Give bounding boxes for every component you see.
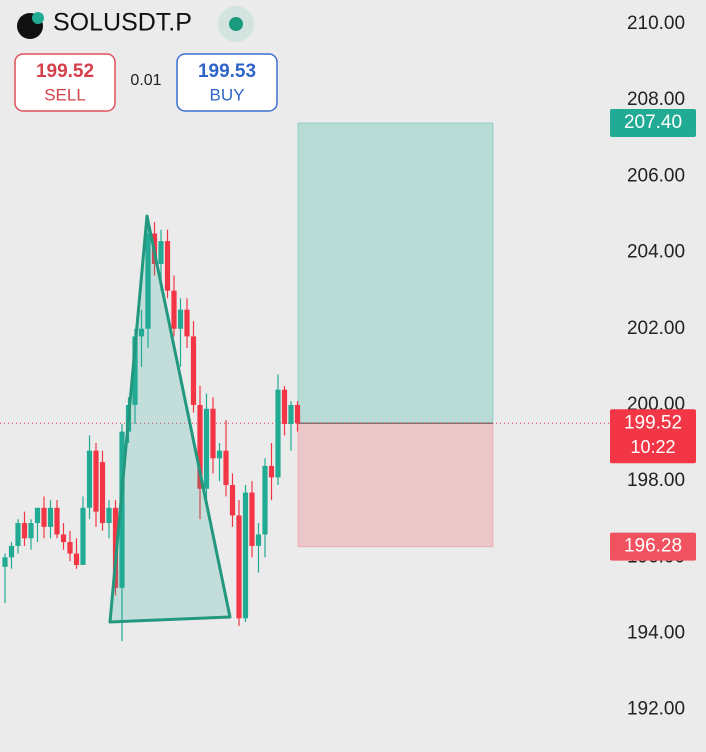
candle-body bbox=[177, 309, 184, 329]
countdown: 10:22 bbox=[630, 437, 675, 457]
candle-body bbox=[60, 534, 67, 543]
candle-body bbox=[223, 450, 229, 485]
price-label-box bbox=[610, 109, 696, 138]
sell-button[interactable] bbox=[14, 53, 116, 112]
y-tick-label: 204.00 bbox=[627, 242, 685, 263]
status-dot bbox=[229, 17, 243, 31]
header: SOLUSDT.P 199.52 SELL 0.01 199.53 BUY bbox=[14, 6, 278, 112]
candle-body bbox=[236, 515, 242, 619]
candle-body bbox=[21, 523, 28, 539]
y-tick-label: 202.00 bbox=[627, 318, 685, 339]
candle-body bbox=[197, 404, 203, 489]
candle-body bbox=[190, 336, 197, 405]
y-tick-label: 206.00 bbox=[627, 165, 685, 186]
buy-button[interactable] bbox=[176, 53, 278, 112]
candle-body bbox=[34, 507, 41, 524]
candle-body bbox=[242, 492, 249, 619]
candle-body bbox=[294, 404, 301, 424]
price-label-box bbox=[610, 409, 696, 464]
candle-body bbox=[41, 507, 47, 527]
candle-body bbox=[158, 241, 164, 264]
y-tick-label: 194.00 bbox=[627, 623, 685, 644]
candle-body bbox=[203, 408, 210, 489]
price-label-box bbox=[610, 532, 696, 561]
price-label: 196.28 bbox=[624, 536, 682, 557]
price-label: 207.40 bbox=[624, 112, 682, 133]
candle-body bbox=[132, 336, 138, 405]
spread: 0.01 bbox=[130, 72, 161, 89]
candle-body bbox=[8, 545, 15, 558]
y-tick-label: 192.00 bbox=[627, 699, 685, 720]
candle-body bbox=[80, 507, 86, 565]
candle-body bbox=[164, 241, 171, 291]
candle-body bbox=[54, 507, 60, 535]
candle-body bbox=[119, 431, 125, 588]
triangle-drawing[interactable] bbox=[108, 214, 232, 624]
buy-label: BUY bbox=[210, 85, 245, 104]
candle-body bbox=[47, 507, 54, 527]
candle-body bbox=[86, 450, 93, 508]
sell-label: SELL bbox=[44, 85, 86, 104]
candle-body bbox=[268, 465, 275, 478]
candle-body bbox=[67, 542, 73, 554]
candle-body bbox=[171, 290, 177, 329]
candle-body bbox=[93, 450, 99, 512]
logo-badge bbox=[32, 12, 44, 24]
candle-body bbox=[255, 534, 262, 546]
candle-body bbox=[73, 553, 80, 565]
y-tick-label: 208.00 bbox=[627, 89, 685, 110]
candle-body bbox=[210, 408, 216, 459]
candle-body bbox=[106, 507, 112, 524]
candle-body bbox=[281, 389, 288, 424]
plot bbox=[0, 122, 610, 642]
price-label: 199.52 bbox=[624, 412, 682, 433]
candle-body bbox=[275, 389, 281, 478]
stop-zone bbox=[297, 422, 494, 548]
candle-body bbox=[249, 492, 255, 546]
candle-body bbox=[216, 450, 223, 459]
buy-price: 199.53 bbox=[198, 61, 256, 82]
candle-body bbox=[138, 328, 145, 337]
candle-body bbox=[262, 465, 268, 535]
candle-body bbox=[2, 557, 8, 567]
target-zone bbox=[297, 122, 494, 424]
candle-body bbox=[15, 523, 21, 546]
sell-price: 199.52 bbox=[36, 61, 94, 82]
candle-body bbox=[145, 233, 151, 329]
y-tick-label: 198.00 bbox=[627, 470, 685, 491]
candle-body bbox=[229, 484, 236, 516]
candle-body bbox=[288, 404, 294, 424]
symbol[interactable]: SOLUSDT.P bbox=[53, 9, 192, 37]
candle-body bbox=[99, 462, 106, 524]
y-tick-label: 210.00 bbox=[627, 13, 685, 34]
candle-body bbox=[184, 309, 190, 337]
candle-body bbox=[28, 523, 34, 539]
price-axis: 192.00194.00196.00198.00200.00202.00204.… bbox=[610, 13, 696, 720]
